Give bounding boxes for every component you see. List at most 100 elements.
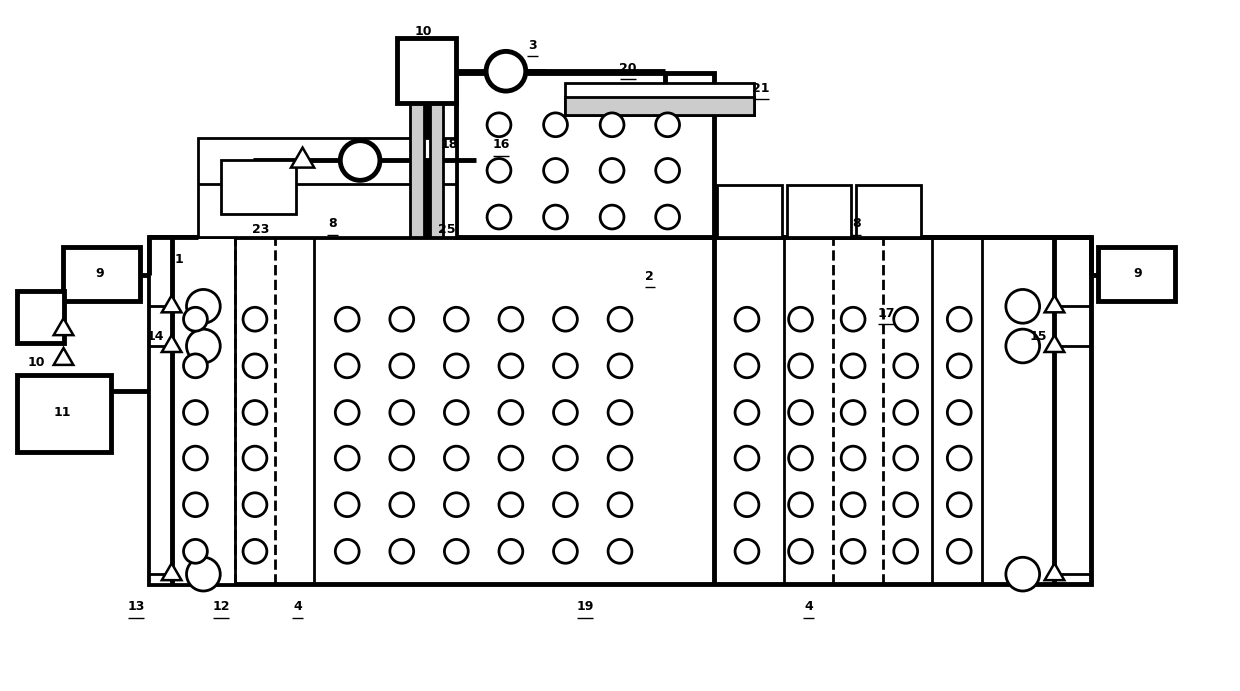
Circle shape [444, 401, 469, 424]
Circle shape [947, 401, 971, 424]
Circle shape [608, 401, 632, 424]
Circle shape [184, 540, 207, 563]
Circle shape [841, 354, 866, 378]
Circle shape [553, 493, 578, 517]
Polygon shape [161, 296, 181, 312]
Circle shape [389, 354, 414, 378]
Text: 25: 25 [438, 223, 455, 236]
Circle shape [608, 540, 632, 563]
Text: 17: 17 [877, 307, 894, 320]
Circle shape [444, 446, 469, 470]
Polygon shape [161, 335, 181, 352]
Circle shape [335, 493, 360, 517]
Polygon shape [1044, 563, 1064, 580]
Circle shape [553, 307, 578, 331]
Text: 9: 9 [95, 267, 103, 280]
Circle shape [735, 307, 759, 331]
Circle shape [656, 158, 680, 182]
Circle shape [335, 540, 360, 563]
Circle shape [389, 307, 414, 331]
Circle shape [184, 401, 207, 424]
Circle shape [841, 401, 866, 424]
Circle shape [335, 446, 360, 470]
Text: 19: 19 [577, 600, 594, 614]
Circle shape [243, 401, 267, 424]
Circle shape [444, 493, 469, 517]
Circle shape [789, 540, 812, 563]
Bar [17, 292, 63, 343]
Text: 10: 10 [415, 25, 433, 38]
Circle shape [600, 113, 624, 137]
Text: 15: 15 [1030, 330, 1048, 343]
Circle shape [184, 354, 207, 378]
Circle shape [789, 446, 812, 470]
Circle shape [184, 493, 207, 517]
Text: 11: 11 [53, 406, 71, 419]
Circle shape [335, 307, 360, 331]
Circle shape [608, 493, 632, 517]
Circle shape [600, 205, 624, 229]
Text: 8: 8 [852, 218, 861, 231]
Bar [456, 73, 714, 237]
Text: 13: 13 [128, 600, 145, 614]
Circle shape [186, 557, 221, 591]
Bar [62, 247, 140, 301]
Circle shape [608, 354, 632, 378]
Bar [786, 185, 851, 237]
Text: 3: 3 [528, 39, 537, 52]
Text: 4: 4 [293, 600, 303, 614]
Circle shape [184, 446, 207, 470]
Circle shape [553, 540, 578, 563]
Circle shape [243, 493, 267, 517]
Circle shape [243, 354, 267, 378]
Circle shape [789, 401, 812, 424]
Polygon shape [161, 563, 181, 580]
Circle shape [600, 158, 624, 182]
Circle shape [389, 401, 414, 424]
Polygon shape [1044, 335, 1064, 352]
Circle shape [498, 307, 523, 331]
Circle shape [243, 540, 267, 563]
Circle shape [841, 493, 866, 517]
Bar [429, 73, 444, 237]
Bar [149, 237, 236, 584]
Circle shape [243, 446, 267, 470]
Circle shape [553, 401, 578, 424]
Circle shape [543, 158, 568, 182]
Circle shape [894, 401, 918, 424]
Circle shape [487, 158, 511, 182]
Circle shape [894, 493, 918, 517]
Circle shape [186, 290, 221, 323]
Bar [397, 39, 456, 103]
Circle shape [841, 446, 866, 470]
Circle shape [184, 307, 207, 331]
Circle shape [608, 307, 632, 331]
Bar [1099, 247, 1176, 301]
Circle shape [498, 540, 523, 563]
Circle shape [335, 401, 360, 424]
Circle shape [444, 354, 469, 378]
Text: 12: 12 [212, 600, 229, 614]
Circle shape [1006, 329, 1039, 363]
Bar [565, 97, 754, 115]
Circle shape [543, 205, 568, 229]
Bar [565, 83, 754, 115]
Circle shape [444, 540, 469, 563]
Text: 4: 4 [804, 600, 813, 614]
Text: 18: 18 [440, 138, 458, 151]
Bar [409, 73, 424, 237]
Circle shape [947, 354, 971, 378]
Circle shape [735, 446, 759, 470]
Circle shape [789, 307, 812, 331]
Circle shape [543, 113, 568, 137]
Circle shape [656, 205, 680, 229]
Text: 16: 16 [492, 138, 510, 151]
Circle shape [735, 493, 759, 517]
Circle shape [553, 354, 578, 378]
Circle shape [487, 205, 511, 229]
Polygon shape [1044, 296, 1064, 312]
Circle shape [498, 354, 523, 378]
Circle shape [498, 446, 523, 470]
Text: 2: 2 [645, 270, 655, 283]
Circle shape [243, 307, 267, 331]
